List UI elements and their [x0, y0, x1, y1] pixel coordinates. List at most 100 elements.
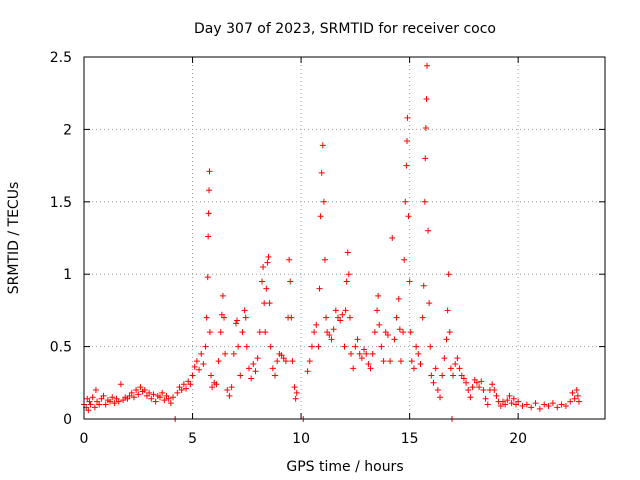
data-point: [423, 62, 430, 69]
data-point: [174, 389, 181, 396]
data-point: [264, 259, 271, 266]
data-point: [361, 346, 368, 353]
data-point: [428, 372, 435, 379]
data-point: [421, 198, 428, 205]
data-point: [242, 314, 249, 321]
data-point: [262, 329, 269, 336]
data-point: [167, 400, 174, 407]
data-point: [420, 282, 427, 289]
data-point: [422, 155, 429, 162]
data-point: [222, 350, 229, 357]
data-point: [204, 274, 211, 281]
data-point: [437, 394, 444, 401]
data-point: [259, 278, 266, 285]
data-point: [406, 278, 413, 285]
data-point: [152, 398, 159, 405]
data-point: [573, 387, 580, 394]
data-point: [348, 350, 355, 357]
chart-title: Day 307 of 2023, SRMTID for receiver coc…: [194, 21, 496, 37]
data-point: [374, 307, 381, 314]
data-point: [221, 314, 228, 321]
data-point: [549, 400, 556, 407]
data-point: [287, 278, 294, 285]
data-point: [393, 314, 400, 321]
data-point: [346, 314, 353, 321]
data-point: [219, 292, 226, 299]
y-tick-labels: 0 0.5 1 1.5 2 2.5: [50, 50, 72, 428]
data-point: [454, 355, 461, 362]
data-point: [317, 213, 324, 220]
data-point: [419, 314, 426, 321]
data-point: [207, 372, 214, 379]
data-point: [508, 400, 515, 407]
data-point: [376, 321, 383, 328]
data-point: [404, 114, 411, 121]
data-point: [206, 187, 213, 194]
data-point: [148, 395, 155, 402]
data-point: [215, 358, 222, 365]
data-point: [413, 343, 420, 350]
data-point: [554, 404, 561, 411]
data-point: [85, 407, 92, 414]
x-tick-label: 10: [292, 431, 310, 447]
data-point: [96, 401, 103, 408]
data-point: [128, 389, 135, 396]
data-point: [323, 314, 330, 321]
x-axis-label: GPS time / hours: [286, 459, 403, 475]
data-point: [206, 168, 213, 175]
data-point: [558, 401, 565, 408]
data-point: [371, 329, 378, 336]
data-point: [354, 336, 361, 343]
data-point: [367, 365, 374, 372]
data-point: [291, 384, 298, 391]
data-point: [241, 307, 248, 314]
data-point: [452, 360, 459, 367]
data-point: [267, 343, 274, 350]
data-point: [209, 384, 216, 391]
data-point: [205, 210, 212, 217]
y-tick-label: 0.5: [50, 340, 72, 356]
data-point: [446, 329, 453, 336]
data-point: [252, 368, 259, 375]
y-tick-label: 1: [63, 267, 72, 283]
data-point: [161, 397, 168, 404]
data-point: [274, 358, 281, 365]
data-point: [311, 329, 318, 336]
data-point: [156, 394, 163, 401]
data-point: [380, 358, 387, 365]
data-point: [502, 401, 509, 408]
data-point: [352, 343, 359, 350]
y-tick-label: 1.5: [50, 195, 72, 211]
data-point: [191, 363, 198, 370]
data-point: [434, 387, 441, 394]
data-point: [536, 405, 543, 412]
data-point: [304, 368, 311, 375]
data-point: [343, 278, 350, 285]
data-point: [575, 398, 582, 405]
data-point: [141, 387, 148, 394]
data-point: [497, 402, 504, 409]
data-point: [313, 321, 320, 328]
data-point: [89, 394, 96, 401]
data-point: [319, 142, 326, 149]
data-point: [460, 375, 467, 382]
data-point: [263, 285, 270, 292]
data-point: [358, 355, 365, 362]
data-point: [135, 391, 142, 398]
data-point: [567, 398, 574, 405]
data-point: [332, 307, 339, 314]
data-point: [480, 387, 487, 394]
data-point: [363, 350, 370, 357]
grid-lines: [84, 57, 605, 419]
data-point: [205, 233, 212, 240]
data-point: [292, 395, 299, 402]
data-point: [237, 372, 244, 379]
data-point: [189, 372, 196, 379]
data-point: [133, 387, 140, 394]
data-point: [456, 365, 463, 372]
data-point: [422, 124, 429, 131]
data-point: [365, 360, 372, 367]
data-point: [417, 360, 424, 367]
y-tick-label: 2.5: [50, 50, 72, 66]
data-point: [239, 329, 246, 336]
